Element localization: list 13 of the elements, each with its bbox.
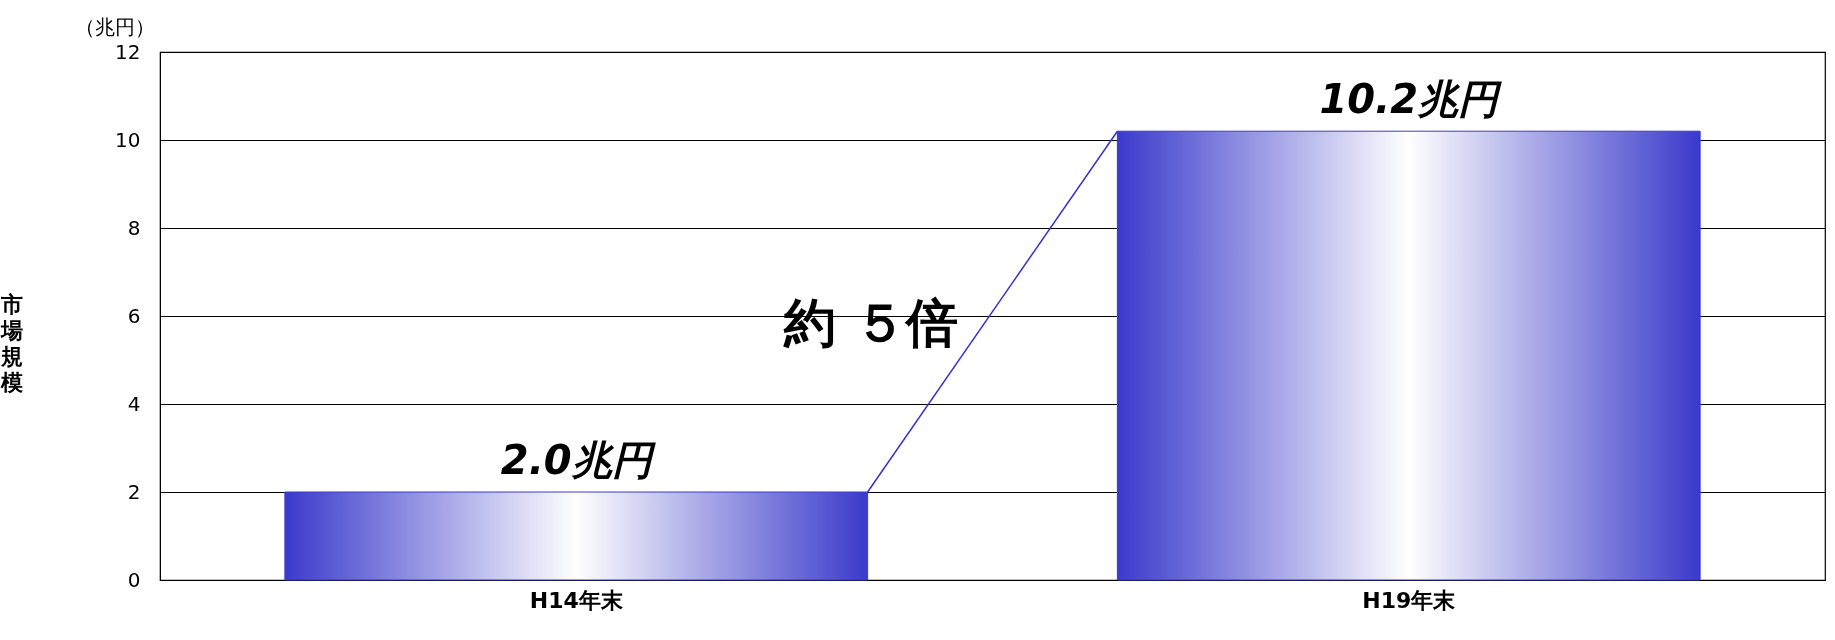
y-tick-label: 0 — [127, 567, 141, 592]
y-tick-label: 8 — [127, 215, 141, 240]
x-tick-label: H14年末 — [529, 587, 624, 613]
x-tick-label: H19年末 — [1362, 587, 1457, 613]
text: （兆円） — [75, 15, 155, 39]
y-tick-label: 10 — [115, 127, 141, 152]
y-tick-label: 6 — [127, 303, 141, 328]
y-axis-title: 市場規模 — [0, 291, 24, 395]
data-label: 2.0兆円 — [500, 437, 656, 483]
data-label: 10.2兆円 — [1319, 76, 1503, 123]
y-tick-label: 12 — [115, 39, 141, 64]
y-tick-label: 4 — [127, 391, 141, 416]
y-tick-label: 2 — [127, 479, 141, 504]
